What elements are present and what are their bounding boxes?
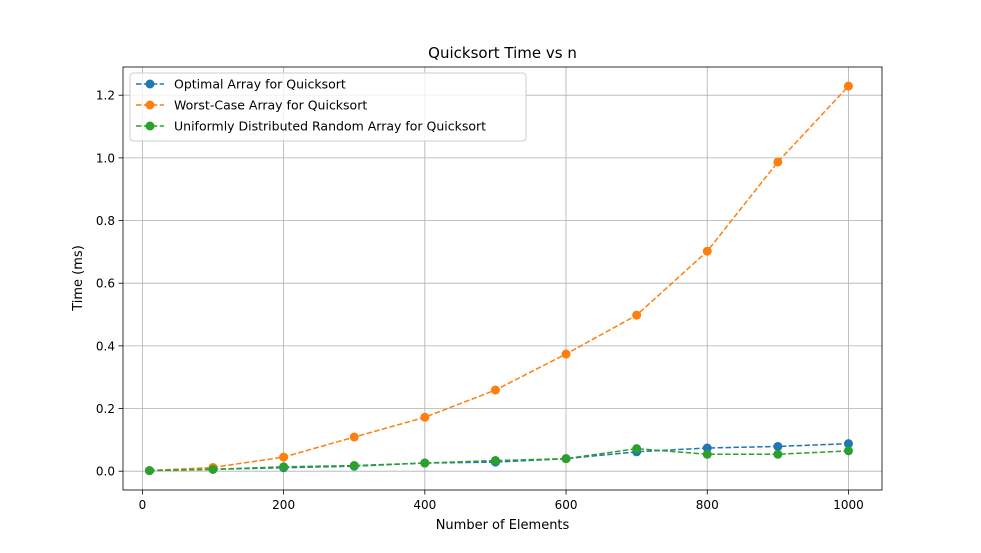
data-point: [490, 456, 500, 466]
y-tick-label: 0.0: [96, 465, 115, 479]
legend-marker: [145, 79, 155, 89]
data-point: [773, 449, 783, 459]
legend-items: Optimal Array for Quicksort Worst-Case Ar…: [136, 77, 486, 134]
legend-label: Worst-Case Array for Quicksort: [174, 98, 367, 113]
series-line: [149, 447, 849, 472]
series-layer: [144, 81, 853, 476]
data-point: [843, 439, 853, 449]
x-axis-label: Number of Elements: [436, 518, 570, 533]
data-point: [208, 464, 218, 474]
x-tick-label: 800: [696, 498, 719, 512]
y-tick-label: 0.2: [96, 402, 115, 416]
data-point: [843, 446, 853, 456]
ticks-layer: 0 200 400 600 800 1000 0.0 0.2 0.4 0.6 0.8 1.0 1.2: [96, 89, 864, 512]
legend-label: Uniformly Distributed Random Array for Q…: [174, 119, 486, 134]
data-point: [349, 461, 359, 471]
data-point: [420, 458, 430, 468]
data-point: [279, 462, 289, 472]
chart-title: Quicksort Time vs n: [428, 44, 577, 62]
legend-entry: Optimal Array for Quicksort: [136, 77, 346, 92]
legend-box: [129, 72, 527, 142]
data-point: [773, 157, 783, 167]
plot-frame: [122, 66, 883, 491]
data-point: [702, 443, 712, 453]
data-point: [702, 246, 712, 256]
x-tick-label: 600: [555, 498, 578, 512]
legend-label: Optimal Array for Quicksort: [174, 77, 346, 92]
x-tick-label: 400: [413, 498, 436, 512]
data-point: [561, 349, 571, 359]
data-point: [144, 466, 154, 476]
y-tick-label: 1.2: [96, 89, 115, 103]
data-point: [843, 81, 853, 91]
legend: Optimal Array for Quicksort Worst-Case Ar…: [129, 72, 527, 142]
data-point: [561, 454, 571, 464]
legend-marker: [145, 100, 155, 110]
x-tick-label: 0: [139, 498, 147, 512]
data-point: [773, 441, 783, 451]
data-point: [632, 444, 642, 454]
legend-entry: Worst-Case Array for Quicksort: [136, 98, 367, 113]
y-tick-label: 1.0: [96, 151, 115, 165]
legend-entry: Uniformly Distributed Random Array for Q…: [136, 119, 486, 134]
y-tick-label: 0.4: [96, 339, 115, 353]
data-point: [490, 385, 500, 395]
legend-marker: [145, 121, 155, 131]
x-tick-label: 1000: [833, 498, 864, 512]
data-point: [702, 449, 712, 459]
series-3: [144, 444, 853, 476]
data-point: [279, 452, 289, 462]
x-tick-label: 200: [272, 498, 295, 512]
data-point: [420, 412, 430, 422]
y-tick-label: 0.6: [96, 277, 115, 291]
y-tick-label: 0.8: [96, 214, 115, 228]
data-point: [349, 432, 359, 442]
data-point: [632, 310, 642, 320]
y-axis-label: Time (ms): [71, 245, 86, 312]
